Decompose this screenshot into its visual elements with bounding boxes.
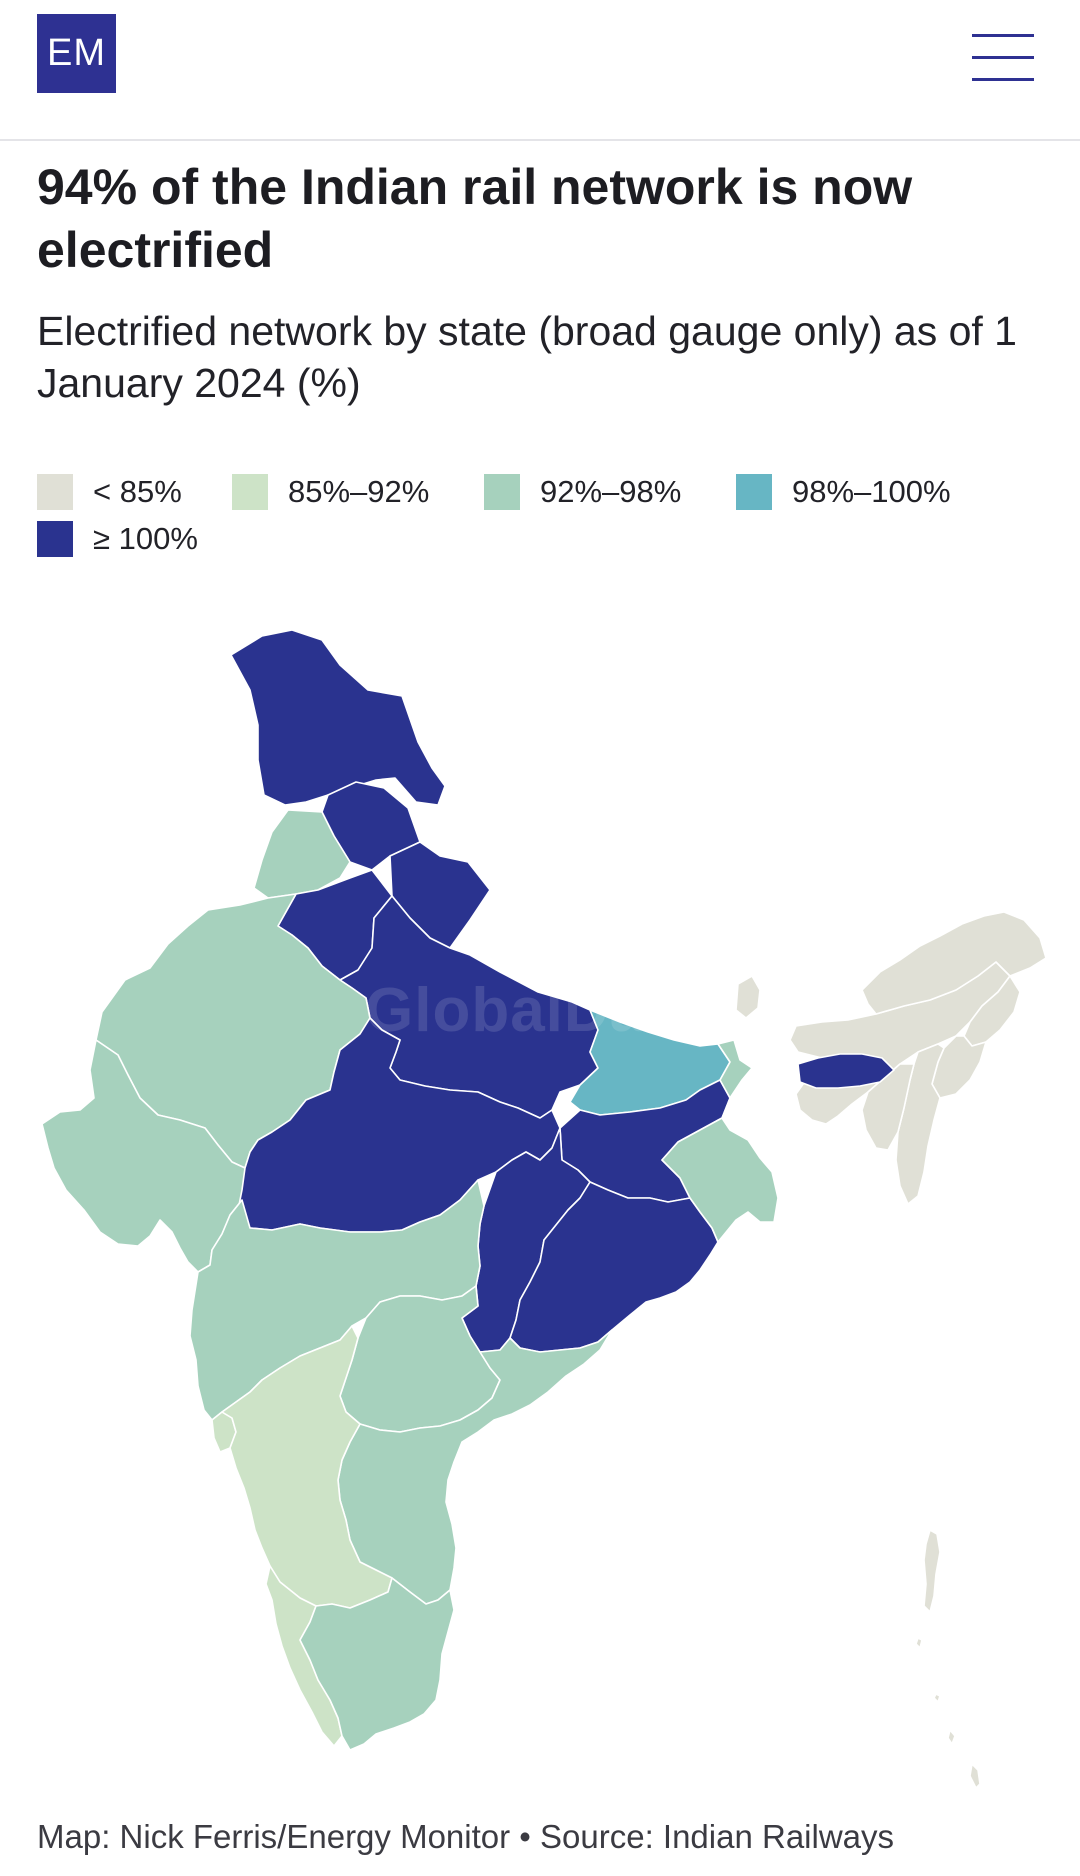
legend-swatch-85-92 bbox=[232, 474, 268, 510]
india-choropleth-map bbox=[41, 629, 1047, 1789]
logo[interactable]: EM bbox=[37, 14, 116, 93]
watermark: GlobalData bbox=[365, 976, 703, 1045]
region-andaman-nicobar[interactable] bbox=[915, 1529, 981, 1789]
source-caption: Map: Nick Ferris/Energy Monitor • Source… bbox=[37, 1818, 895, 1855]
legend-swatch-92-98 bbox=[484, 474, 520, 510]
legend-item: < 85% bbox=[37, 473, 182, 511]
legend-swatch-98-100 bbox=[736, 474, 772, 510]
region-gujarat[interactable] bbox=[41, 1039, 251, 1273]
region-west-bengal[interactable] bbox=[661, 1039, 779, 1243]
menu-line bbox=[972, 56, 1034, 59]
region-arunachal-pradesh[interactable] bbox=[861, 911, 1047, 1015]
legend-label: 92%–98% bbox=[540, 474, 682, 509]
legend-swatch-lt85 bbox=[37, 474, 73, 510]
region-jammu-kashmir[interactable] bbox=[230, 629, 446, 806]
legend-label: 98%–100% bbox=[792, 474, 951, 509]
legend-item: 92%–98% bbox=[484, 473, 681, 511]
region-tripura[interactable] bbox=[861, 1063, 915, 1151]
legend-item: ≥ 100% bbox=[37, 520, 198, 558]
legend-label: < 85% bbox=[93, 474, 182, 509]
legend-label: ≥ 100% bbox=[93, 521, 198, 556]
region-tamil-nadu[interactable] bbox=[299, 1577, 455, 1751]
legend-item: 98%–100% bbox=[736, 473, 951, 511]
region-meghalaya[interactable] bbox=[797, 1053, 895, 1089]
region-karnataka[interactable] bbox=[221, 1325, 393, 1609]
chart-subtitle: Electrified network by state (broad gaug… bbox=[37, 308, 1017, 406]
chart-title: 94% of the Indian rail network is now el… bbox=[37, 159, 913, 278]
menu-line bbox=[972, 78, 1034, 81]
legend-label: 85%–92% bbox=[288, 474, 430, 509]
region-sikkim[interactable] bbox=[735, 975, 761, 1019]
hamburger-icon[interactable] bbox=[970, 30, 1036, 86]
top-bar: EM bbox=[0, 0, 1080, 141]
menu-line bbox=[972, 34, 1034, 37]
legend-item: 85%–92% bbox=[232, 473, 429, 511]
legend-swatch-gte100 bbox=[37, 521, 73, 557]
